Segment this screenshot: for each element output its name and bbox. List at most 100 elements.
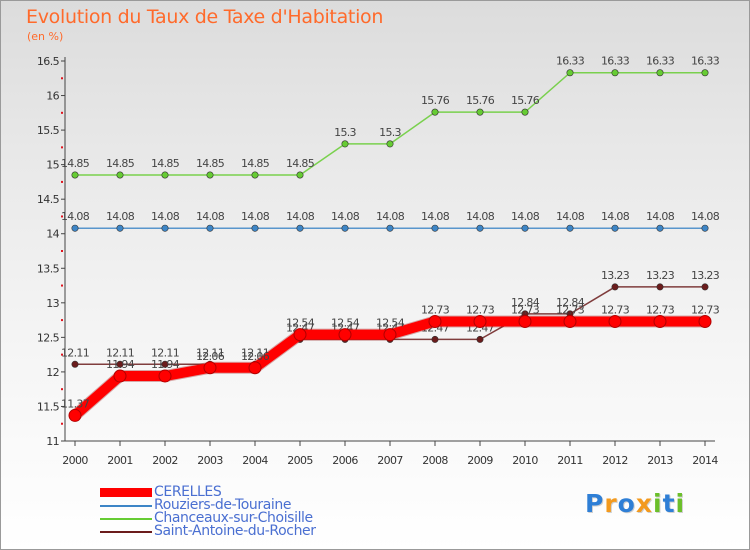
data-label: 12.11	[61, 346, 89, 359]
logo-letter: o	[617, 489, 636, 518]
series-point	[521, 224, 529, 232]
data-label: 13.23	[691, 269, 720, 282]
data-label: 12.06	[241, 350, 270, 363]
series-point	[296, 171, 304, 179]
data-label: 14.08	[421, 210, 450, 223]
data-label: 12.84	[556, 296, 585, 309]
series-point	[521, 108, 529, 116]
series-point	[476, 108, 484, 116]
data-label: 12.11	[106, 346, 134, 359]
series-point	[158, 369, 172, 383]
data-label: 15.3	[334, 126, 356, 139]
legend-swatch	[100, 504, 152, 507]
x-tick-label: 2008	[422, 454, 448, 467]
series-point	[206, 171, 214, 179]
series-point	[293, 328, 307, 342]
x-tick-label: 2007	[377, 454, 403, 467]
y-minor-tick	[61, 319, 63, 322]
legend-swatch	[100, 517, 152, 520]
legend-label: Chanceaux-sur-Choisille	[154, 510, 313, 526]
series-point	[476, 335, 484, 343]
data-label: 12.73	[466, 303, 495, 316]
x-tick-label: 2002	[152, 454, 178, 467]
series-point	[116, 224, 124, 232]
series-point	[161, 171, 169, 179]
series-point	[653, 314, 667, 328]
series-2: 14.85 14.85 14.85 14.85 14.85 14.85 15.3 15.3 15…	[61, 55, 720, 179]
series-point	[116, 360, 124, 368]
y-tick-label: 15.5	[37, 124, 60, 137]
y-minor-tick	[61, 111, 63, 114]
data-label: 12.11	[196, 346, 224, 359]
y-tick-label: 12.5	[37, 331, 60, 344]
data-label: 12.54	[331, 317, 360, 330]
data-label: 14.08	[691, 210, 720, 223]
data-label: 14.08	[556, 210, 585, 223]
x-tick-label: 2014	[692, 454, 718, 467]
series-point	[386, 224, 394, 232]
series-point	[701, 69, 709, 77]
series-point	[656, 283, 664, 291]
data-label: 14.08	[151, 210, 180, 223]
series-point	[338, 328, 352, 342]
y-minor-tick	[61, 422, 63, 425]
x-tick-label: 2011	[557, 454, 583, 467]
y-minor-tick	[61, 77, 63, 80]
series-1: 14.08 14.08 14.08 14.08 14.08 14.08 14.08 14.08…	[61, 210, 720, 232]
logo-letter: i	[653, 489, 663, 518]
legend-label: CERELLES	[154, 484, 222, 500]
legend-item: Saint-Antoine-du-Rocher	[100, 524, 316, 538]
legend-item: CERELLES	[100, 484, 316, 500]
data-label: 15.76	[421, 94, 450, 107]
y-tick-label: 12	[46, 366, 59, 379]
series-point	[71, 171, 79, 179]
logo-letter: x	[635, 489, 653, 518]
data-label: 14.85	[61, 157, 90, 170]
series-point	[248, 361, 262, 375]
series-point	[431, 335, 439, 343]
data-label: 14.08	[241, 210, 270, 223]
logo-letter: t	[662, 489, 676, 518]
series-point	[431, 224, 439, 232]
data-label: 14.08	[646, 210, 675, 223]
data-label: 14.85	[286, 157, 315, 170]
legend-swatch	[100, 488, 152, 497]
series-point	[341, 224, 349, 232]
series-point	[563, 314, 577, 328]
x-tick-label: 2009	[467, 454, 493, 467]
series-point	[566, 224, 574, 232]
chart-subtitle: (en %)	[27, 30, 64, 43]
series-point	[203, 361, 217, 375]
logo-letter: i	[675, 489, 686, 518]
series-point	[701, 224, 709, 232]
series-point	[608, 314, 622, 328]
series-point	[566, 69, 574, 77]
y-tick-label: 14	[46, 228, 59, 241]
series-point	[161, 224, 169, 232]
data-label: 15.76	[511, 94, 540, 107]
data-label: 12.54	[286, 317, 315, 330]
series-point	[428, 314, 442, 328]
proxiti-logo: Proxiti	[585, 489, 685, 518]
data-label: 13.23	[646, 269, 675, 282]
data-label: 14.08	[601, 210, 630, 223]
series-point	[698, 314, 712, 328]
x-tick-label: 2004	[242, 454, 268, 467]
x-tick-label: 2010	[512, 454, 538, 467]
series-point	[296, 224, 304, 232]
series-point	[656, 224, 664, 232]
data-label: 12.06	[196, 350, 225, 363]
data-label: 13.23	[601, 269, 630, 282]
data-label: 12.84	[511, 296, 540, 309]
data-label: 14.08	[286, 210, 315, 223]
series-point	[611, 224, 619, 232]
data-label: 12.73	[601, 303, 630, 316]
data-label: 14.08	[61, 210, 90, 223]
y-minor-tick	[61, 146, 63, 149]
data-label: 12.73	[646, 303, 675, 316]
legend-item: Rouziers-de-Touraine	[100, 498, 316, 512]
series-point	[71, 224, 79, 232]
y-minor-tick	[61, 388, 63, 391]
